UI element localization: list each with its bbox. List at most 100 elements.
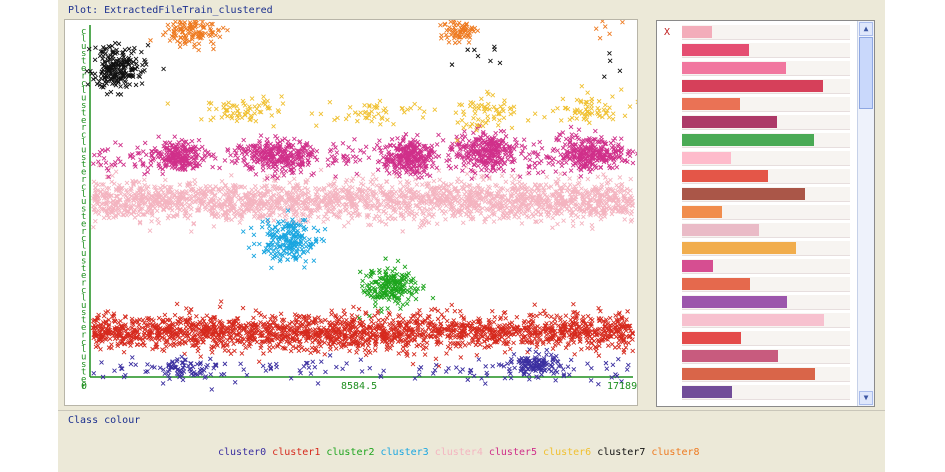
- data-point: [491, 219, 497, 224]
- data-point: [383, 221, 389, 227]
- data-point: [487, 175, 492, 180]
- data-point: [145, 184, 151, 189]
- data-point: [301, 347, 307, 353]
- data-point: [435, 316, 441, 322]
- scatter-plot[interactable]: clusterclusterclusterclusterclusterclust…: [65, 20, 637, 405]
- data-point: [257, 310, 262, 316]
- y-axis-label-char: e: [81, 323, 86, 333]
- plot-title: Plot: ExtractedFileTrain_clustered: [68, 5, 273, 16]
- data-point: [588, 346, 593, 351]
- data-point: [93, 210, 98, 215]
- data-point: [630, 149, 636, 154]
- data-point: [167, 201, 173, 207]
- data-point: [345, 153, 350, 159]
- data-point: [538, 311, 543, 317]
- data-point: [184, 306, 189, 311]
- data-point: [219, 187, 225, 192]
- data-point: [290, 190, 296, 196]
- data-point: [579, 186, 584, 191]
- data-point: [461, 159, 467, 164]
- data-point: [380, 317, 386, 323]
- data-point: [381, 198, 386, 204]
- data-point: [356, 306, 362, 312]
- y-axis-label-char: t: [81, 316, 86, 326]
- data-point: [443, 209, 449, 214]
- data-point: [334, 150, 340, 155]
- data-point: [424, 207, 430, 213]
- data-point: [192, 181, 198, 187]
- data-point: [222, 348, 228, 353]
- data-point: [283, 217, 289, 223]
- data-point: [285, 139, 291, 144]
- data-point: [533, 207, 538, 213]
- data-point: [605, 179, 611, 185]
- data-point: [458, 355, 464, 360]
- data-point: [174, 211, 180, 217]
- data-point: [185, 204, 190, 210]
- data-point: [350, 154, 356, 159]
- data-point: [335, 201, 341, 206]
- data-point: [350, 185, 355, 190]
- data-point: [152, 145, 158, 151]
- data-point: [430, 191, 436, 196]
- data-point: [174, 189, 179, 194]
- data-point: [215, 211, 221, 217]
- data-point: [98, 189, 104, 195]
- data-point: [369, 319, 374, 325]
- data-point: [156, 220, 161, 226]
- data-point: [366, 340, 372, 346]
- data-point: [444, 318, 450, 324]
- data-point: [160, 171, 165, 177]
- data-point: [607, 197, 613, 203]
- y-axis-label-char: c: [81, 79, 86, 89]
- data-point: [179, 315, 184, 321]
- data-point: [318, 343, 324, 349]
- data-point: [460, 168, 465, 174]
- data-point: [346, 210, 351, 216]
- data-point: [343, 161, 349, 167]
- data-point: [346, 145, 352, 150]
- data-point: [340, 140, 346, 146]
- data-point: [262, 177, 267, 183]
- data-point: [457, 308, 463, 314]
- data-point: [287, 180, 293, 185]
- data-point: [538, 158, 544, 164]
- data-point: [267, 348, 273, 354]
- data-point: [99, 207, 105, 212]
- data-point: [558, 315, 563, 320]
- data-point: [535, 170, 541, 176]
- data-point: [374, 328, 379, 334]
- data-point: [353, 159, 358, 164]
- data-point: [322, 352, 328, 357]
- data-point: [460, 220, 466, 226]
- data-point: [553, 189, 558, 194]
- data-point: [186, 182, 192, 187]
- data-point: [385, 191, 391, 197]
- data-point: [314, 148, 320, 154]
- data-point: [544, 321, 549, 326]
- data-point: [91, 179, 97, 185]
- data-point: [497, 216, 502, 221]
- data-point: [552, 317, 558, 322]
- data-point: [131, 210, 137, 215]
- data-point: [575, 190, 580, 196]
- data-point: [369, 177, 375, 183]
- data-point: [554, 313, 559, 319]
- data-point: [103, 160, 109, 165]
- data-point: [446, 188, 452, 194]
- data-point: [366, 348, 372, 354]
- data-point: [452, 308, 458, 314]
- data-point: [273, 178, 278, 184]
- y-axis-label-char: c: [81, 131, 86, 141]
- data-point: [305, 213, 311, 219]
- data-point: [182, 213, 188, 219]
- data-point: [510, 198, 516, 204]
- data-point: [587, 203, 592, 209]
- data-point: [581, 214, 586, 220]
- data-point: [482, 219, 487, 225]
- data-point: [436, 168, 442, 173]
- data-point: [241, 341, 247, 347]
- y-axis-label-char: l: [81, 34, 86, 44]
- data-point: [519, 186, 525, 192]
